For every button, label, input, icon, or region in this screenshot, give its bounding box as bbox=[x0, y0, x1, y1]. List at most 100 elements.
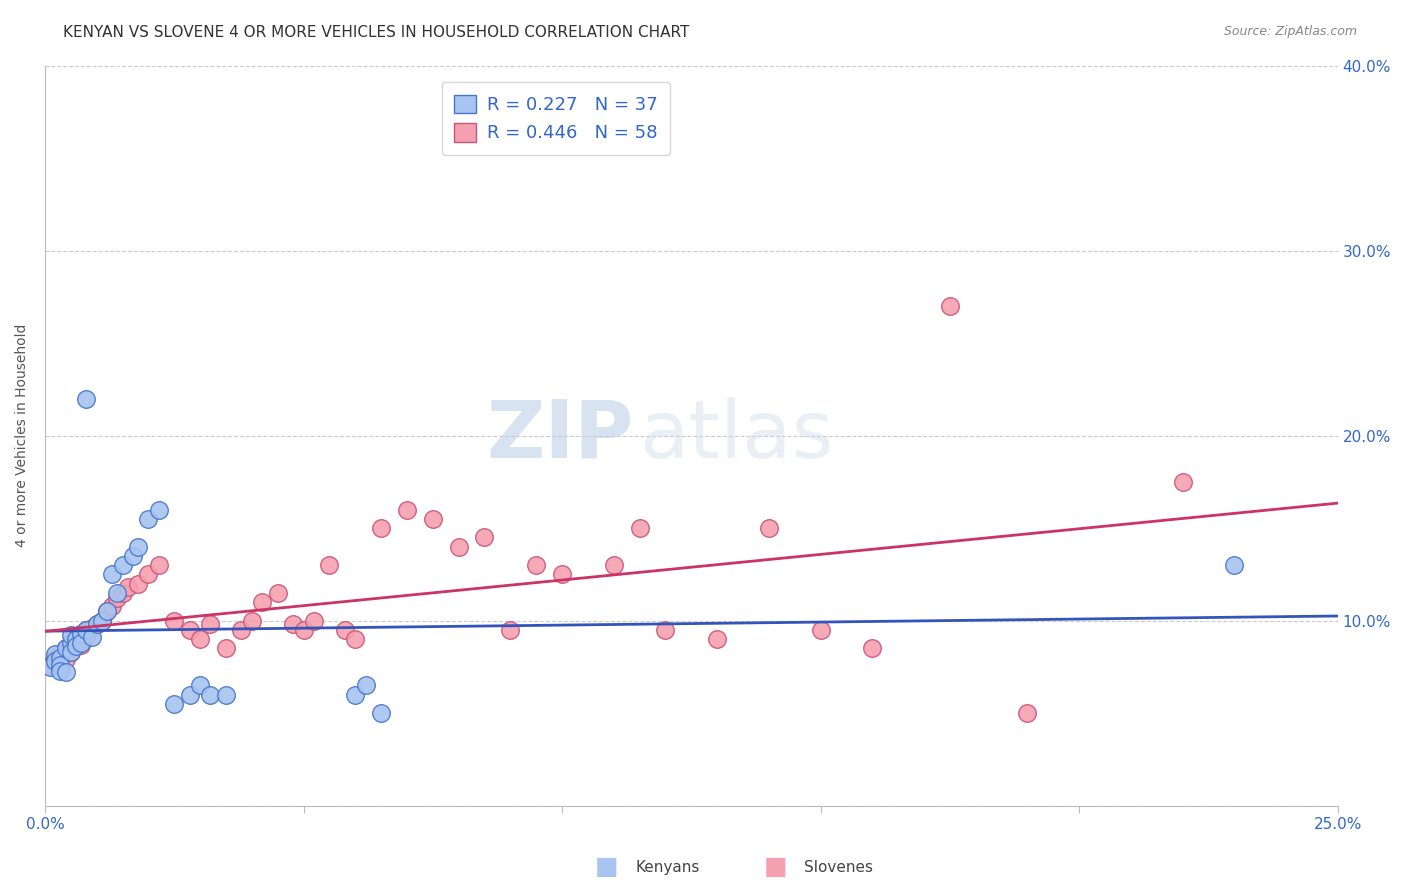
Legend: R = 0.227   N = 37, R = 0.446   N = 58: R = 0.227 N = 37, R = 0.446 N = 58 bbox=[441, 82, 671, 155]
Point bbox=[127, 540, 149, 554]
Point bbox=[111, 586, 134, 600]
Point bbox=[499, 623, 522, 637]
Point bbox=[86, 617, 108, 632]
Point bbox=[39, 658, 62, 673]
Point bbox=[90, 614, 112, 628]
Point bbox=[65, 632, 87, 646]
Point bbox=[49, 664, 72, 678]
Text: ■: ■ bbox=[763, 855, 787, 879]
Point bbox=[105, 586, 128, 600]
Point bbox=[86, 617, 108, 632]
Point bbox=[318, 558, 340, 573]
Point bbox=[283, 617, 305, 632]
Point bbox=[49, 654, 72, 668]
Point bbox=[90, 614, 112, 628]
Point bbox=[758, 521, 780, 535]
Point bbox=[111, 558, 134, 573]
Point bbox=[1223, 558, 1246, 573]
Point bbox=[628, 521, 651, 535]
Point bbox=[860, 641, 883, 656]
Point bbox=[1171, 475, 1194, 489]
Point bbox=[370, 521, 392, 535]
Point bbox=[148, 558, 170, 573]
Point bbox=[65, 640, 87, 654]
Point bbox=[603, 558, 626, 573]
Point bbox=[302, 614, 325, 628]
Point bbox=[395, 502, 418, 516]
Point bbox=[117, 580, 139, 594]
Point bbox=[39, 660, 62, 674]
Point bbox=[44, 654, 66, 668]
Point bbox=[70, 636, 93, 650]
Point bbox=[101, 599, 124, 613]
Point bbox=[55, 665, 77, 680]
Text: ■: ■ bbox=[595, 855, 619, 879]
Point bbox=[474, 530, 496, 544]
Point bbox=[49, 650, 72, 665]
Point bbox=[200, 688, 222, 702]
Point bbox=[101, 567, 124, 582]
Y-axis label: 4 or more Vehicles in Household: 4 or more Vehicles in Household bbox=[15, 324, 30, 548]
Point bbox=[49, 658, 72, 673]
Point bbox=[70, 626, 93, 640]
Point bbox=[524, 558, 547, 573]
Point bbox=[250, 595, 273, 609]
Point bbox=[215, 641, 238, 656]
Point bbox=[706, 632, 728, 646]
Point bbox=[44, 650, 66, 665]
Point bbox=[65, 632, 87, 646]
Text: ZIP: ZIP bbox=[486, 397, 633, 475]
Point bbox=[344, 688, 367, 702]
Point bbox=[75, 392, 97, 406]
Point bbox=[422, 512, 444, 526]
Point bbox=[55, 652, 77, 666]
Point bbox=[59, 636, 82, 650]
Point bbox=[70, 638, 93, 652]
Point bbox=[80, 621, 103, 635]
Point bbox=[370, 706, 392, 720]
Point bbox=[75, 630, 97, 644]
Point bbox=[59, 645, 82, 659]
Point bbox=[55, 641, 77, 656]
Point bbox=[1017, 706, 1039, 720]
Text: Source: ZipAtlas.com: Source: ZipAtlas.com bbox=[1223, 25, 1357, 38]
Point bbox=[292, 623, 315, 637]
Point bbox=[231, 623, 253, 637]
Point bbox=[75, 623, 97, 637]
Point bbox=[354, 678, 377, 692]
Point bbox=[240, 614, 263, 628]
Point bbox=[200, 617, 222, 632]
Point bbox=[188, 678, 211, 692]
Point bbox=[59, 636, 82, 650]
Point bbox=[654, 623, 676, 637]
Point bbox=[127, 576, 149, 591]
Point bbox=[179, 623, 201, 637]
Point bbox=[810, 623, 832, 637]
Point bbox=[551, 567, 574, 582]
Point bbox=[49, 647, 72, 661]
Point bbox=[96, 604, 118, 618]
Text: Kenyans: Kenyans bbox=[636, 860, 699, 874]
Point bbox=[59, 628, 82, 642]
Point bbox=[266, 586, 288, 600]
Point bbox=[188, 632, 211, 646]
Point bbox=[344, 632, 367, 646]
Point bbox=[939, 299, 962, 313]
Point bbox=[179, 688, 201, 702]
Text: atlas: atlas bbox=[640, 397, 834, 475]
Point bbox=[163, 697, 186, 711]
Point bbox=[122, 549, 145, 563]
Text: KENYAN VS SLOVENE 4 OR MORE VEHICLES IN HOUSEHOLD CORRELATION CHART: KENYAN VS SLOVENE 4 OR MORE VEHICLES IN … bbox=[63, 25, 690, 40]
Point bbox=[163, 614, 186, 628]
Point bbox=[148, 502, 170, 516]
Point bbox=[55, 641, 77, 656]
Point bbox=[447, 540, 470, 554]
Point bbox=[44, 647, 66, 661]
Point bbox=[70, 626, 93, 640]
Point bbox=[215, 688, 238, 702]
Point bbox=[138, 512, 160, 526]
Point bbox=[105, 591, 128, 606]
Point bbox=[333, 623, 356, 637]
Point bbox=[65, 640, 87, 654]
Point bbox=[59, 645, 82, 659]
